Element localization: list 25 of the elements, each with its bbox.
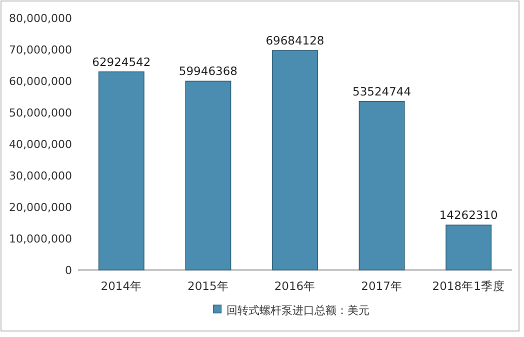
bar xyxy=(358,100,405,270)
bar xyxy=(98,71,144,270)
y-tick-label: 20,000,000 xyxy=(9,201,72,214)
bar xyxy=(446,224,492,270)
x-tick-label: 2017年 xyxy=(361,279,402,293)
data-label: 62924542 xyxy=(92,54,151,69)
x-tick-label: 2016年 xyxy=(274,279,316,293)
data-label: 59946368 xyxy=(178,64,238,78)
x-tick-label: 2015年 xyxy=(188,279,229,293)
legend-label: 回转式螺杆泵进口总额：美元 xyxy=(226,304,370,317)
bar xyxy=(185,80,232,270)
y-tick-label: 10,000,000 xyxy=(9,232,72,246)
data-label: 14262310 xyxy=(439,208,498,222)
y-tick-label: 30,000,000 xyxy=(9,170,72,182)
y-tick-label: 40,000,000 xyxy=(9,138,72,151)
y-tick-label: 0 xyxy=(65,264,72,277)
y-tick-label: 70,000,000 xyxy=(9,44,72,56)
data-label: 69684128 xyxy=(266,33,324,48)
y-tick-label: 60,000,000 xyxy=(9,75,72,88)
y-tick-label: 50,000,000 xyxy=(9,106,72,120)
data-label: 53524744 xyxy=(352,84,412,98)
x-tick-label: 2014年 xyxy=(100,279,142,293)
x-tick-label: 2018年1季度 xyxy=(432,279,505,293)
bar xyxy=(272,50,318,270)
y-tick-label: 80,000,000 xyxy=(9,12,72,25)
